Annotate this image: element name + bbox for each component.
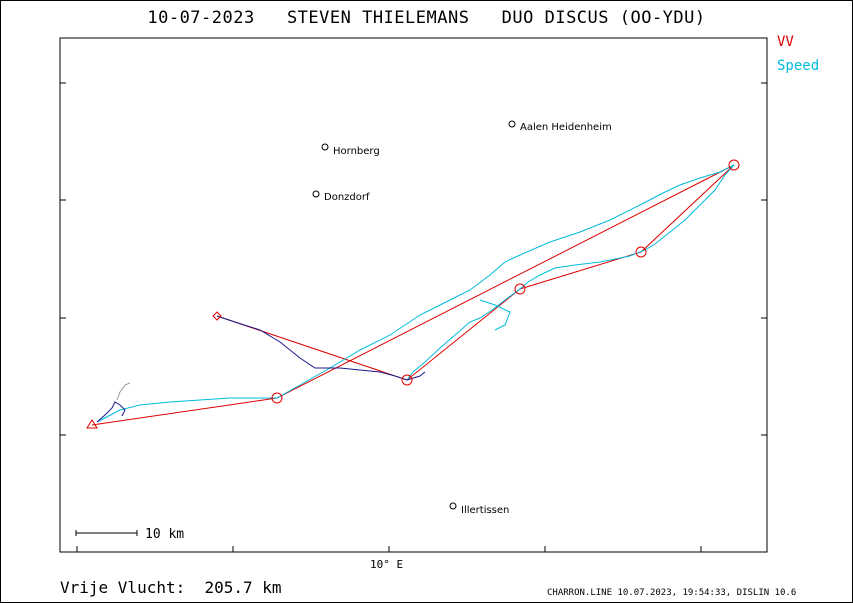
town-label-aalen: Aalen Heidenheim: [520, 122, 612, 133]
town-label-donzdorf: Donzdorf: [324, 192, 370, 203]
town-label-hornberg: Hornberg: [333, 146, 380, 157]
turnpoint-circle: [271, 392, 283, 404]
town-label-illertissen: Illertissen: [461, 505, 510, 516]
start-triangle: [86, 419, 98, 429]
distance-summary: Vrije Vlucht: 205.7 km: [60, 578, 282, 597]
town-marker-aalen: [508, 120, 516, 128]
legend-speed: Speed: [777, 58, 820, 74]
map-title: 10-07-2023 STEVEN THIELEMANS DUO DISCUS …: [0, 8, 853, 28]
scale-bar-label: 10 km: [145, 527, 185, 542]
finish-diamond: [212, 311, 222, 321]
turnpoint-circle: [635, 246, 647, 258]
title-date: 10-07-2023: [147, 8, 255, 28]
climb-track: [96, 315, 426, 423]
title-pilot: STEVEN THIELEMANS: [286, 8, 470, 28]
x-axis-tick-label: 10° E: [370, 558, 404, 571]
task-lines: [91, 164, 735, 426]
turnpoint-circle: [514, 283, 526, 295]
x-ticks: [76, 546, 702, 552]
turnpoint-circle: [728, 159, 740, 171]
legend-vv: VV: [777, 34, 794, 50]
plot-frame: [59, 37, 768, 553]
town-marker-donzdorf: [312, 190, 320, 198]
gray-track-segment: [116, 382, 131, 401]
y-ticks: [60, 82, 767, 436]
title-glider: DUO DISCUS (OO-YDU): [501, 8, 706, 28]
distance-label: Vrije Vlucht:: [60, 578, 186, 597]
scale-bar: [75, 530, 138, 536]
town-marker-illertissen: [449, 502, 457, 510]
distance-value: 205.7 km: [204, 578, 282, 597]
credit-line: CHARRON.LINE 10.07.2023, 19:54:33, DISLI…: [547, 588, 797, 598]
speed-track: [96, 164, 735, 423]
town-marker-hornberg: [321, 143, 329, 151]
turnpoint-circle: [401, 374, 413, 386]
